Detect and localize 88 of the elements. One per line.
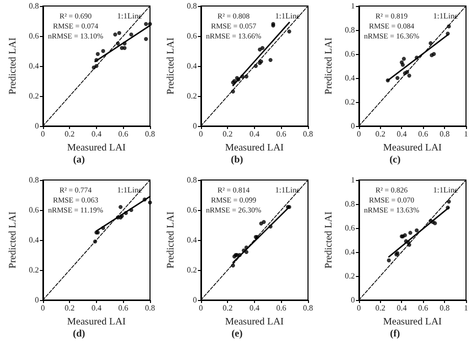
x-tick-label: 0.4 [249,130,260,138]
text: (c) [389,154,401,166]
x-tick-label: 0.4 [249,304,260,312]
y-tick-label: 0 [34,296,39,304]
series-label: 1:1Line [275,186,300,194]
series-label: 1:1Line [117,186,142,194]
y-tick-label: 1 [350,2,355,10]
y-tick-label: 0 [34,122,39,130]
series-label: 1:1Line [433,12,458,20]
y-tick-label: 0.4 [344,248,355,256]
series-label: 1:1Line [275,12,300,20]
x-tick-label: 0.8 [303,304,313,312]
y-axis-title: Predicted LAI [8,212,18,268]
x-axis-title: Measured LAI [383,142,442,154]
y-tick-label: 0 [192,296,197,304]
y-tick-label: 0.4 [186,236,197,244]
series-label: 1:1Line [433,186,458,194]
x-tick-label: 0.6 [276,304,286,312]
x-tick-label: 0.4 [396,130,407,138]
x-axis-title: Measured LAI [225,142,284,154]
y-tick-label: 0.6 [186,206,197,214]
y-axis-title: Predicted LAI [166,212,176,268]
y-tick-label: 0.8 [186,2,197,10]
x-tick-label: 0.8 [303,130,313,138]
x-axis-title: Measured LAI [225,316,284,328]
y-tick-label: 0 [350,296,355,304]
x-tick-label: 0.2 [64,130,75,138]
x-tick-label: 1 [464,130,468,138]
x-tick-label: 0 [356,304,361,312]
text: (a) [73,154,85,166]
x-tick-label: 0.4 [396,304,407,312]
x-tick-label: 0 [40,304,45,312]
y-tick-label: 0.4 [28,236,39,244]
y-tick-label: 0.6 [28,32,39,40]
x-tick-label: 0.4 [91,304,102,312]
y-tick-label: 0.2 [28,92,39,100]
x-tick-label: 0.8 [440,130,450,138]
x-tick-label: 0.6 [276,130,286,138]
y-tick-label: 0.2 [28,266,39,274]
y-tick-label: 0.8 [344,200,355,208]
series-label: 1:1Line [117,12,142,20]
y-tick-label: 0.6 [344,50,355,58]
y-axis-title: Predicted LAI [324,212,334,268]
text: (d) [72,328,86,340]
y-axis-title: Predicted LAI [324,38,334,94]
y-tick-label: 0.8 [28,176,39,184]
y-tick-label: 0.4 [28,62,39,70]
text: (b) [230,154,244,166]
x-tick-label: 0.4 [91,130,102,138]
y-tick-label: 0.8 [186,176,197,184]
x-tick-label: 0 [198,130,203,138]
x-tick-label: 0.2 [222,304,233,312]
x-tick-label: 0.8 [440,304,450,312]
text: (e) [231,328,243,340]
y-tick-label: 0.2 [344,98,355,106]
y-tick-label: 0 [192,122,197,130]
x-axis-title: Measured LAI [67,142,126,154]
x-axis-title: Measured LAI [67,316,126,328]
x-tick-label: 0.2 [64,304,75,312]
y-tick-label: 0.2 [344,272,355,280]
x-tick-label: 1 [464,304,468,312]
x-tick-label: 0.6 [418,304,428,312]
text: (f) [390,328,400,340]
y-tick-label: 0.2 [186,92,197,100]
y-axis-title: Predicted LAI [166,38,176,94]
x-tick-label: 0.2 [375,304,386,312]
x-tick-label: 0 [40,130,45,138]
x-tick-label: 0 [198,304,203,312]
y-tick-label: 0.6 [28,206,39,214]
y-axis-title: Predicted LAI [8,38,18,94]
x-tick-label: 0.2 [375,130,386,138]
x-tick-label: 0.6 [418,130,428,138]
y-tick-label: 0.4 [344,74,355,82]
y-tick-label: 0.8 [344,26,355,34]
y-tick-label: 1 [350,176,355,184]
x-tick-label: 0 [356,130,361,138]
y-tick-label: 0.6 [186,32,197,40]
y-tick-label: 0.4 [186,62,197,70]
x-tick-label: 0.2 [222,130,233,138]
y-tick-label: 0 [350,122,355,130]
y-tick-label: 0.8 [28,2,39,10]
x-tick-label: 0.8 [145,304,155,312]
y-tick-label: 0.2 [186,266,197,274]
x-axis-title: Measured LAI [383,316,442,328]
x-tick-label: 0.8 [145,130,155,138]
x-tick-label: 0.6 [118,304,128,312]
x-tick-label: 0.6 [118,130,128,138]
y-tick-label: 0.6 [344,224,355,232]
